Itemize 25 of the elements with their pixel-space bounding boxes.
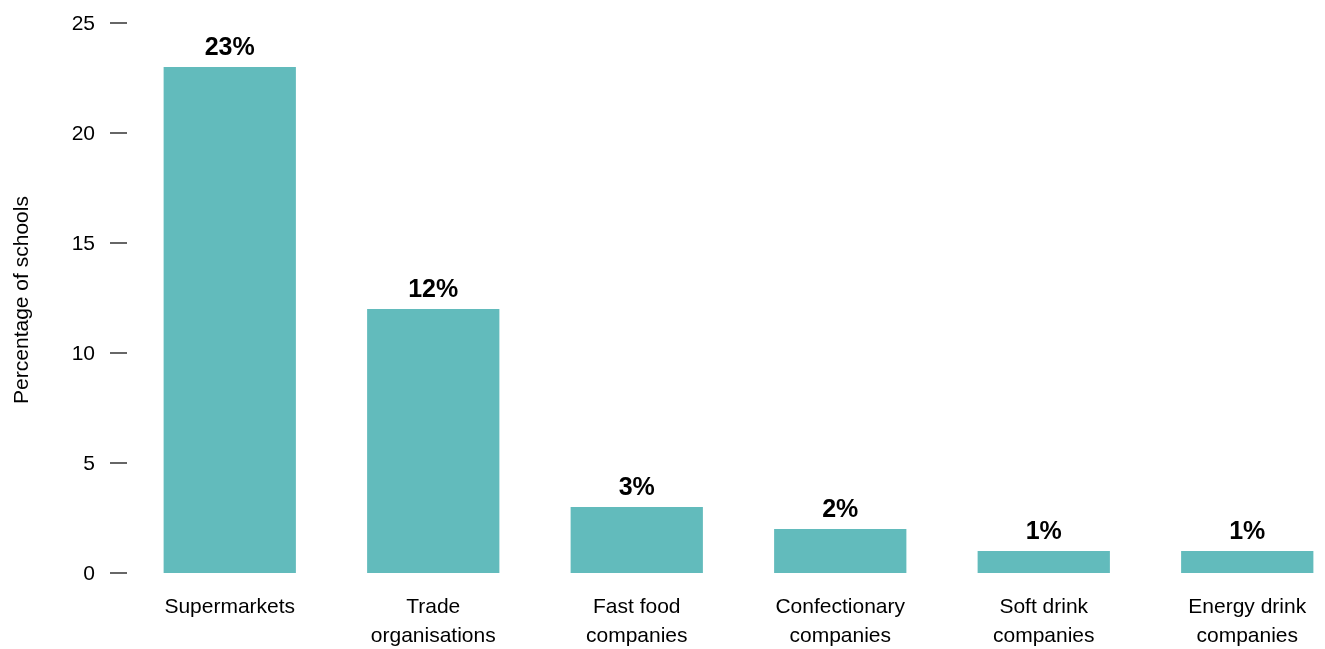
y-tick-label: 10 [71, 341, 95, 365]
data-label: 12% [408, 274, 459, 302]
x-tick-label: Confectionary companies [775, 594, 906, 646]
bar [570, 507, 703, 573]
bar [1181, 551, 1314, 573]
bar [163, 67, 296, 573]
y-tick-label: 20 [71, 121, 95, 145]
data-label: 23% [204, 32, 255, 60]
x-tick-label: Soft drink companies [992, 594, 1095, 646]
x-tick-label: Fast food companies [585, 594, 688, 646]
data-label: 1% [1229, 516, 1266, 544]
bar [977, 551, 1110, 573]
bar [774, 529, 907, 573]
y-tick-label: 25 [71, 11, 95, 35]
y-axis-title: Percentage of schools [9, 196, 32, 404]
y-tick-label: 0 [83, 561, 95, 585]
x-tick-label: Energy drink companies [1188, 594, 1307, 646]
data-label: 2% [822, 494, 859, 522]
y-tick-label: 15 [71, 231, 95, 255]
data-label: 3% [618, 472, 655, 500]
x-tick-label: Supermarkets [164, 594, 296, 617]
y-tick-label: 5 [83, 451, 95, 475]
x-tick-label: Trade organisations [370, 594, 496, 646]
bar [367, 309, 500, 573]
data-label: 1% [1025, 516, 1062, 544]
